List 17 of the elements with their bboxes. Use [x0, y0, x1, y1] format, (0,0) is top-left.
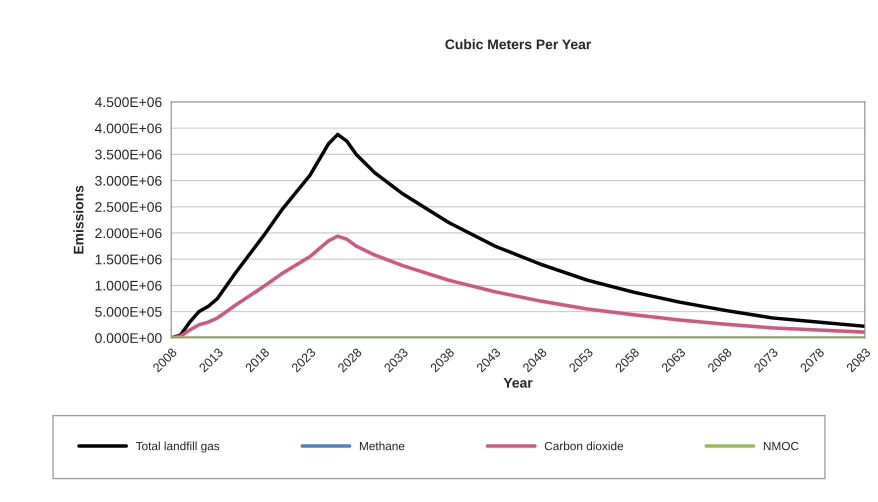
y-tick-label: 2.500E+06 [95, 202, 162, 212]
y-tick-label: 2.000E+06 [95, 228, 162, 238]
chart-title: Cubic Meters Per Year [445, 39, 592, 50]
y-tick-label: 3.000E+06 [95, 176, 162, 186]
legend-label: Methane [360, 442, 404, 450]
y-axis-title: Emissions [73, 186, 84, 254]
y-tick-label: 3.500E+06 [95, 150, 162, 160]
legend-label: Total landfill gas [136, 442, 220, 453]
y-tick-label: 0.000E+00 [95, 333, 162, 344]
legend-label: NMOC [764, 442, 799, 450]
y-tick-label: 4.000E+06 [94, 123, 162, 134]
legend-label: Carbon dioxide [544, 442, 624, 450]
y-tick-label: 1.000E+06 [96, 280, 162, 291]
x-axis-title: Year [504, 378, 532, 388]
y-tick-label: 5.000E+05 [95, 306, 162, 317]
y-tick-label: 4.500E+06 [94, 97, 162, 108]
y-tick-label: 1.500E+06 [96, 254, 162, 264]
